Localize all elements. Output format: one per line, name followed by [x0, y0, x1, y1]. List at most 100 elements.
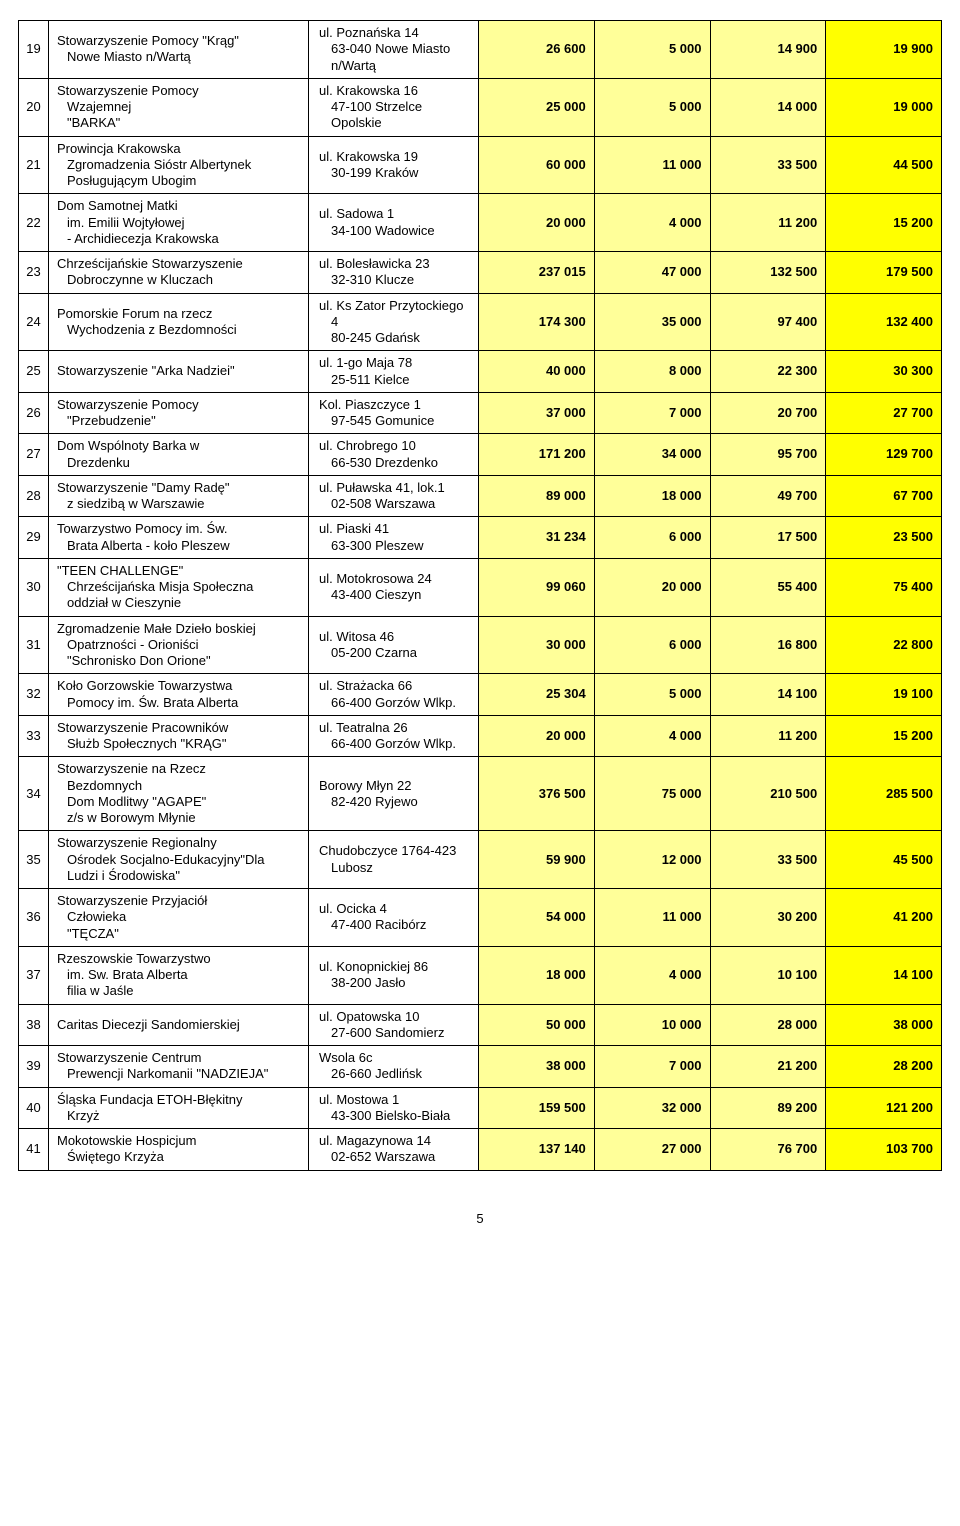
cell-addr: ul. Motokrosowa 2443-400 Cieszyn [309, 558, 479, 616]
table-row: 41Mokotowskie HospicjumŚwiętego Krzyżaul… [19, 1129, 942, 1171]
cell-org: Stowarzyszenie CentrumPrewencji Narkoman… [49, 1046, 309, 1088]
cell-v1: 50 000 [479, 1004, 595, 1046]
cell-org: Stowarzyszenie na RzeczBezdomnychDom Mod… [49, 757, 309, 831]
cell-v2: 27 000 [594, 1129, 710, 1171]
cell-index: 29 [19, 517, 49, 559]
cell-v3: 49 700 [710, 475, 826, 517]
cell-v1: 159 500 [479, 1087, 595, 1129]
cell-v1: 54 000 [479, 889, 595, 947]
table-row: 36Stowarzyszenie PrzyjaciółCzłowieka"TĘC… [19, 889, 942, 947]
cell-v4: 19 900 [826, 21, 942, 79]
cell-v4: 15 200 [826, 194, 942, 252]
cell-addr: Chudobczyce 1764-423 Lubosz [309, 831, 479, 889]
cell-v2: 5 000 [594, 21, 710, 79]
cell-v3: 10 100 [710, 946, 826, 1004]
cell-org: "TEEN CHALLENGE"Chrześcijańska Misja Spo… [49, 558, 309, 616]
cell-v2: 7 000 [594, 392, 710, 434]
cell-v1: 137 140 [479, 1129, 595, 1171]
cell-v4: 23 500 [826, 517, 942, 559]
cell-v3: 97 400 [710, 293, 826, 351]
cell-index: 26 [19, 392, 49, 434]
cell-addr: ul. Bolesławicka 2332-310 Klucze [309, 252, 479, 294]
cell-v3: 210 500 [710, 757, 826, 831]
cell-index: 24 [19, 293, 49, 351]
cell-index: 27 [19, 434, 49, 476]
cell-index: 40 [19, 1087, 49, 1129]
table-row: 34Stowarzyszenie na RzeczBezdomnychDom M… [19, 757, 942, 831]
cell-v3: 30 200 [710, 889, 826, 947]
cell-v4: 44 500 [826, 136, 942, 194]
table-row: 37Rzeszowskie Towarzystwoim. Sw. Brata A… [19, 946, 942, 1004]
cell-v4: 67 700 [826, 475, 942, 517]
cell-v1: 25 304 [479, 674, 595, 716]
cell-v3: 20 700 [710, 392, 826, 434]
cell-v3: 55 400 [710, 558, 826, 616]
table-row: 31Zgromadzenie Małe Dzieło boskiejOpatrz… [19, 616, 942, 674]
cell-addr: ul. Krakowska 1647-100 Strzelce Opolskie [309, 78, 479, 136]
cell-v2: 11 000 [594, 136, 710, 194]
cell-v1: 30 000 [479, 616, 595, 674]
cell-v4: 41 200 [826, 889, 942, 947]
cell-v4: 14 100 [826, 946, 942, 1004]
cell-v3: 33 500 [710, 831, 826, 889]
cell-v1: 99 060 [479, 558, 595, 616]
cell-index: 38 [19, 1004, 49, 1046]
cell-org: Stowarzyszenie "Arka Nadziei" [49, 351, 309, 393]
cell-addr: ul. 1-go Maja 7825-511 Kielce [309, 351, 479, 393]
table-row: 19Stowarzyszenie Pomocy "Krąg"Nowe Miast… [19, 21, 942, 79]
cell-v3: 22 300 [710, 351, 826, 393]
cell-v3: 132 500 [710, 252, 826, 294]
cell-org: Śląska Fundacja ETOH-BłękitnyKrzyż [49, 1087, 309, 1129]
cell-v1: 174 300 [479, 293, 595, 351]
cell-v4: 129 700 [826, 434, 942, 476]
cell-v1: 171 200 [479, 434, 595, 476]
cell-index: 21 [19, 136, 49, 194]
cell-org: Pomorskie Forum na rzeczWychodzenia z Be… [49, 293, 309, 351]
cell-v1: 31 234 [479, 517, 595, 559]
cell-v2: 10 000 [594, 1004, 710, 1046]
cell-v4: 45 500 [826, 831, 942, 889]
cell-addr: ul. Mostowa 143-300 Bielsko-Biała [309, 1087, 479, 1129]
cell-v2: 6 000 [594, 616, 710, 674]
cell-v3: 21 200 [710, 1046, 826, 1088]
cell-index: 32 [19, 674, 49, 716]
cell-addr: ul. Konopnickiej 8638-200 Jasło [309, 946, 479, 1004]
table-row: 39Stowarzyszenie CentrumPrewencji Narkom… [19, 1046, 942, 1088]
table-row: 23Chrześcijańskie StowarzyszenieDobroczy… [19, 252, 942, 294]
cell-v3: 76 700 [710, 1129, 826, 1171]
cell-addr: Wsola 6c26-660 Jedlińsk [309, 1046, 479, 1088]
cell-v1: 37 000 [479, 392, 595, 434]
cell-v3: 14 000 [710, 78, 826, 136]
cell-v2: 4 000 [594, 194, 710, 252]
cell-v1: 20 000 [479, 194, 595, 252]
cell-v3: 16 800 [710, 616, 826, 674]
cell-v4: 19 100 [826, 674, 942, 716]
cell-v1: 89 000 [479, 475, 595, 517]
cell-v4: 103 700 [826, 1129, 942, 1171]
cell-v2: 34 000 [594, 434, 710, 476]
cell-org: Stowarzyszenie PomocyWzajemnej"BARKA" [49, 78, 309, 136]
data-table: 19Stowarzyszenie Pomocy "Krąg"Nowe Miast… [18, 20, 942, 1171]
cell-addr: ul. Opatowska 1027-600 Sandomierz [309, 1004, 479, 1046]
table-row: 33Stowarzyszenie PracownikówSłużb Społec… [19, 715, 942, 757]
table-row: 32Koło Gorzowskie TowarzystwaPomocy im. … [19, 674, 942, 716]
cell-org: Prowincja KrakowskaZgromadzenia Sióstr A… [49, 136, 309, 194]
cell-index: 37 [19, 946, 49, 1004]
cell-addr: Kol. Piaszczyce 197-545 Gomunice [309, 392, 479, 434]
cell-index: 31 [19, 616, 49, 674]
cell-addr: ul. Strażacka 6666-400 Gorzów Wlkp. [309, 674, 479, 716]
cell-org: Caritas Diecezji Sandomierskiej [49, 1004, 309, 1046]
cell-v2: 8 000 [594, 351, 710, 393]
cell-addr: ul. Teatralna 2666-400 Gorzów Wlkp. [309, 715, 479, 757]
table-row: 38Caritas Diecezji Sandomierskiejul. Opa… [19, 1004, 942, 1046]
cell-v2: 4 000 [594, 715, 710, 757]
cell-v1: 60 000 [479, 136, 595, 194]
cell-v1: 40 000 [479, 351, 595, 393]
cell-org: Chrześcijańskie StowarzyszenieDobroczynn… [49, 252, 309, 294]
cell-v2: 5 000 [594, 674, 710, 716]
table-row: 30"TEEN CHALLENGE"Chrześcijańska Misja S… [19, 558, 942, 616]
cell-index: 28 [19, 475, 49, 517]
cell-index: 39 [19, 1046, 49, 1088]
cell-v2: 20 000 [594, 558, 710, 616]
cell-index: 33 [19, 715, 49, 757]
